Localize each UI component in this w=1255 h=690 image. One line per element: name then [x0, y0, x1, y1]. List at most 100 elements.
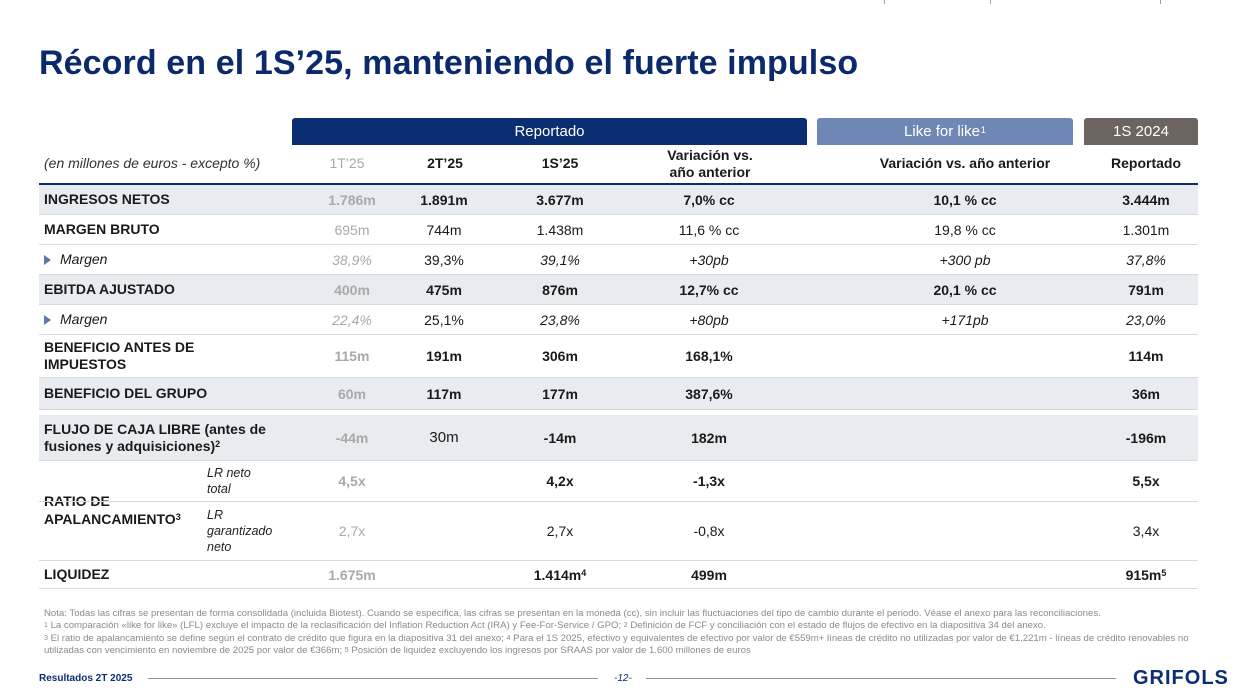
row-label: Margen — [44, 245, 107, 274]
group-header-reportado: Reportado — [292, 118, 807, 145]
column-header-line: año anterior — [669, 164, 751, 180]
table-row-flujo-caja-libre: FLUJO DE CAJA LIBRE (antes de fusiones y… — [39, 415, 1198, 461]
cell-1t25: 400m — [334, 281, 370, 298]
table-row-beneficio-grupo: BENEFICIO DEL GRUPO 60m 117m 177m 387,6%… — [39, 378, 1198, 410]
cell-lfl: 19,8 % cc — [934, 221, 996, 238]
cell-1s25: 39,1% — [540, 251, 580, 268]
cell-1s24: 3.444m — [1122, 191, 1170, 208]
cell-2t25: 1.891m — [420, 191, 468, 208]
footnote-text: Definición de FCF y conciliación con el … — [627, 620, 1046, 632]
footnote-ref: 4 — [506, 634, 511, 642]
cell-1s24: 37,8% — [1126, 251, 1166, 268]
group-header-label: Like for like — [904, 123, 980, 140]
triangle-bullet-icon — [44, 254, 51, 265]
row-label-line: FLUJO DE CAJA LIBRE (antes de — [44, 420, 266, 437]
cell-variacion: +80pb — [689, 311, 729, 328]
table-row-lr-neto-total: LR neto total 4,5x 4,2x -1,3x 5,5x — [39, 461, 1198, 502]
cell-variacion: -1,3x — [693, 473, 725, 489]
sub-row-label-line: total — [207, 482, 231, 496]
cell-value: 915m — [1125, 566, 1162, 583]
row-label: LIQUIDEZ — [44, 566, 110, 582]
cell-variacion: 168,1% — [685, 348, 733, 364]
cell-lfl: +171pb — [941, 311, 989, 328]
cell-1s25: 306m — [542, 348, 578, 364]
row-label-line: fusiones y adquisiciones)2 — [44, 438, 220, 455]
table-row-ebitda-ajustado: EBITDA AJUSTADO 400m 475m 876m 12,7% cc … — [39, 275, 1198, 305]
footnote-ref: 3 — [175, 512, 181, 522]
cell-1s24: 3,4x — [1132, 523, 1160, 539]
cell-1t25: -44m — [335, 429, 369, 446]
cell-1s25: 876m — [542, 281, 578, 298]
row-label: INGRESOS NETOS — [44, 191, 170, 207]
cell-1s24: 114m — [1128, 348, 1164, 364]
row-label: FLUJO DE CAJA LIBRE (antes de fusiones y… — [44, 415, 266, 460]
sub-row-label-line: neto — [207, 540, 232, 554]
row-label-text: APALANCAMIENTO — [44, 511, 176, 527]
cell-1s25: 2,7x — [546, 523, 574, 539]
column-header-line: Variación vs. — [667, 147, 753, 163]
table-row-lr-garantizado-neto: LR garantizado neto 2,7x 2,7x -0,8x 3,4x — [39, 502, 1198, 561]
cell-1s25: 3.677m — [536, 191, 584, 208]
cell-2t25: 117m — [426, 385, 462, 402]
row-label: BENEFICIO DEL GRUPO — [44, 385, 208, 401]
footnote-ref: 1 — [980, 124, 986, 135]
cell-1s24: 915m 5 — [1086, 561, 1206, 588]
table-row-beneficio-antes-impuestos: BENEFICIO ANTES DE IMPUESTOS 115m 191m 3… — [39, 335, 1198, 378]
cell-1s24: 36m — [1131, 385, 1161, 402]
cell-1t25: 2,7x — [338, 523, 366, 539]
cell-1t25: 60m — [337, 385, 367, 402]
cell-1s25: 23,8% — [540, 311, 580, 328]
row-label-line: BENEFICIO ANTES DE — [44, 339, 195, 355]
cell-1s25: 177m — [542, 385, 578, 402]
row-label-line: IMPUESTOS — [44, 356, 127, 372]
footnote-text: Para el 1S 2025, efectivo y equivalentes… — [44, 632, 1189, 657]
group-header-label: Reportado — [514, 123, 585, 140]
units-label: (en millones de euros - excepto %) — [44, 155, 261, 171]
cell-1s25: 4,2x — [546, 473, 574, 489]
footnote-line: 1 La comparación «like for like» (LFL) e… — [44, 620, 1224, 632]
cell-1s25: -14m — [543, 429, 577, 446]
column-header-reportado-2024: Reportado — [1111, 155, 1181, 171]
cell-1s25: 1.438m — [536, 221, 584, 238]
cell-1s24: 5,5x — [1132, 473, 1160, 489]
footnote-line: 3 El ratio de apalancamiento se define s… — [44, 633, 1224, 658]
row-label-text: Margen — [60, 251, 108, 267]
group-header-label: 1S 2024 — [1113, 123, 1169, 140]
footnote-ref: 5 — [1161, 567, 1167, 578]
footnote-text: El ratio de apalancamiento se define seg… — [47, 632, 507, 644]
cell-1s24: 791m — [1128, 281, 1164, 298]
column-header-lfl-variacion: Variación vs. año anterior — [879, 155, 1051, 171]
cell-1s24: -196m — [1125, 429, 1167, 446]
table-row-margen-bruto: MARGEN BRUTO 695m 744m 1.438m 11,6 % cc … — [39, 215, 1198, 245]
triangle-bullet-icon — [44, 314, 51, 325]
cell-2t25: 39,3% — [424, 251, 464, 268]
column-header-1s25: 1S’25 — [541, 155, 579, 171]
cell-variacion: 499m — [691, 566, 727, 583]
cell-1t25: 115m — [334, 348, 370, 364]
footnote-line: Nota: Todas las cifras se presentan de f… — [44, 608, 1101, 619]
footnotes: Nota: Todas las cifras se presentan de f… — [44, 608, 1224, 658]
table-row-margen-ebitda-pct: Margen 22,4% 25,1% 23,8% +80pb +171pb 23… — [39, 305, 1198, 335]
group-header-prior-year: 1S 2024 — [1084, 118, 1198, 145]
page-title: Récord en el 1S’25, manteniendo el fuert… — [39, 44, 859, 82]
cell-2t25: 25,1% — [424, 311, 464, 328]
top-navigation-strip — [720, 0, 1255, 4]
row-label-text: fusiones y adquisiciones) — [44, 437, 216, 454]
cell-1t25: 1.675m — [328, 566, 376, 583]
cell-1s24: 23,0% — [1126, 311, 1166, 328]
row-label: EBITDA AJUSTADO — [44, 281, 175, 297]
cell-1t25: 38,9% — [332, 251, 372, 268]
footnote-ref: 2 — [215, 438, 221, 449]
sub-row-label-line: LR neto — [207, 466, 251, 480]
cell-variacion: 182m — [691, 429, 727, 446]
table-row-margen-bruto-pct: Margen 38,9% 39,3% 39,1% +30pb +300 pb 3… — [39, 245, 1198, 275]
nav-divider — [884, 0, 885, 4]
column-header-variacion: Variación vs. año anterior — [630, 147, 790, 181]
sub-row-label-line: garantizado — [207, 524, 273, 538]
cell-1s25: 1.414m 4 — [500, 561, 620, 588]
table-row-liquidez: LIQUIDEZ 1.675m 1.414m 4 499m 915m 5 — [39, 561, 1198, 589]
column-header-2t25: 2T’25 — [427, 155, 463, 171]
sub-row-label: LR garantizado neto — [207, 502, 272, 560]
grifols-logo: GRIFOLS — [1133, 667, 1229, 689]
row-label: Margen — [44, 305, 107, 334]
